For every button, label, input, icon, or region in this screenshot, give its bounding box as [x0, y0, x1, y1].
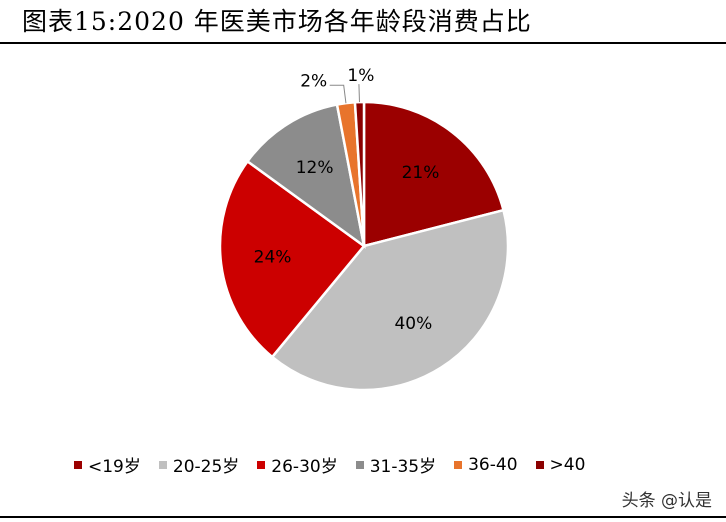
- bottom-divider: [0, 516, 726, 518]
- legend-label: <19岁: [88, 457, 141, 477]
- chart-legend: <19岁 20-25岁 26-30岁 31-35岁 36-40 >40: [74, 452, 603, 477]
- legend-label: 26-30岁: [271, 457, 338, 477]
- legend-item: 20-25岁: [158, 452, 240, 477]
- page-title: 图表15:2020 年医美市场各年龄段消费占比: [22, 7, 532, 36]
- legend-swatch: [158, 460, 167, 469]
- legend-label: 20-25岁: [172, 457, 240, 477]
- legend-swatch: [74, 460, 82, 469]
- leader-line: [358, 84, 360, 103]
- legend-label: >40: [549, 454, 586, 475]
- legend-item: <19岁: [74, 452, 141, 477]
- legend-swatch: [257, 460, 266, 469]
- legend-item: 36-40: [454, 454, 518, 475]
- pie-slice: [245, 103, 366, 249]
- title-divider: [0, 42, 726, 44]
- legend-item: 26-30岁: [257, 452, 338, 477]
- watermark: 头条 @认是: [621, 491, 712, 511]
- legend-swatch: [454, 460, 463, 469]
- legend-label: 36-40: [468, 454, 518, 475]
- legend-swatch: [355, 460, 364, 469]
- pie-slice: [362, 100, 505, 248]
- leader-line: [329, 84, 347, 104]
- slice-data-label: 40%: [394, 314, 432, 334]
- slice-data-label: 2%: [300, 71, 327, 91]
- legend-item: 31-35岁: [355, 452, 437, 477]
- pie-slice: [270, 208, 510, 392]
- legend-swatch: [535, 460, 544, 469]
- slice-data-label: 21%: [402, 163, 440, 183]
- slice-data-label: 12%: [296, 158, 334, 178]
- pie-slice: [218, 159, 366, 359]
- legend-label: 31-35岁: [369, 457, 437, 477]
- slice-data-label: 24%: [254, 248, 292, 268]
- legend-item: >40: [535, 454, 586, 475]
- slice-data-label: 1%: [347, 66, 374, 86]
